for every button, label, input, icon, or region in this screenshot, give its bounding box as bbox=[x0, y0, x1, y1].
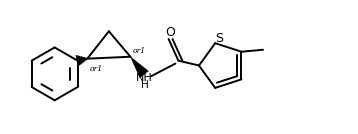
Text: or1: or1 bbox=[132, 47, 145, 55]
Text: or1: or1 bbox=[89, 65, 102, 72]
Text: NH: NH bbox=[136, 73, 153, 83]
Text: S: S bbox=[215, 32, 223, 45]
Polygon shape bbox=[130, 57, 148, 78]
Text: O: O bbox=[166, 26, 175, 39]
Text: H: H bbox=[141, 80, 149, 90]
